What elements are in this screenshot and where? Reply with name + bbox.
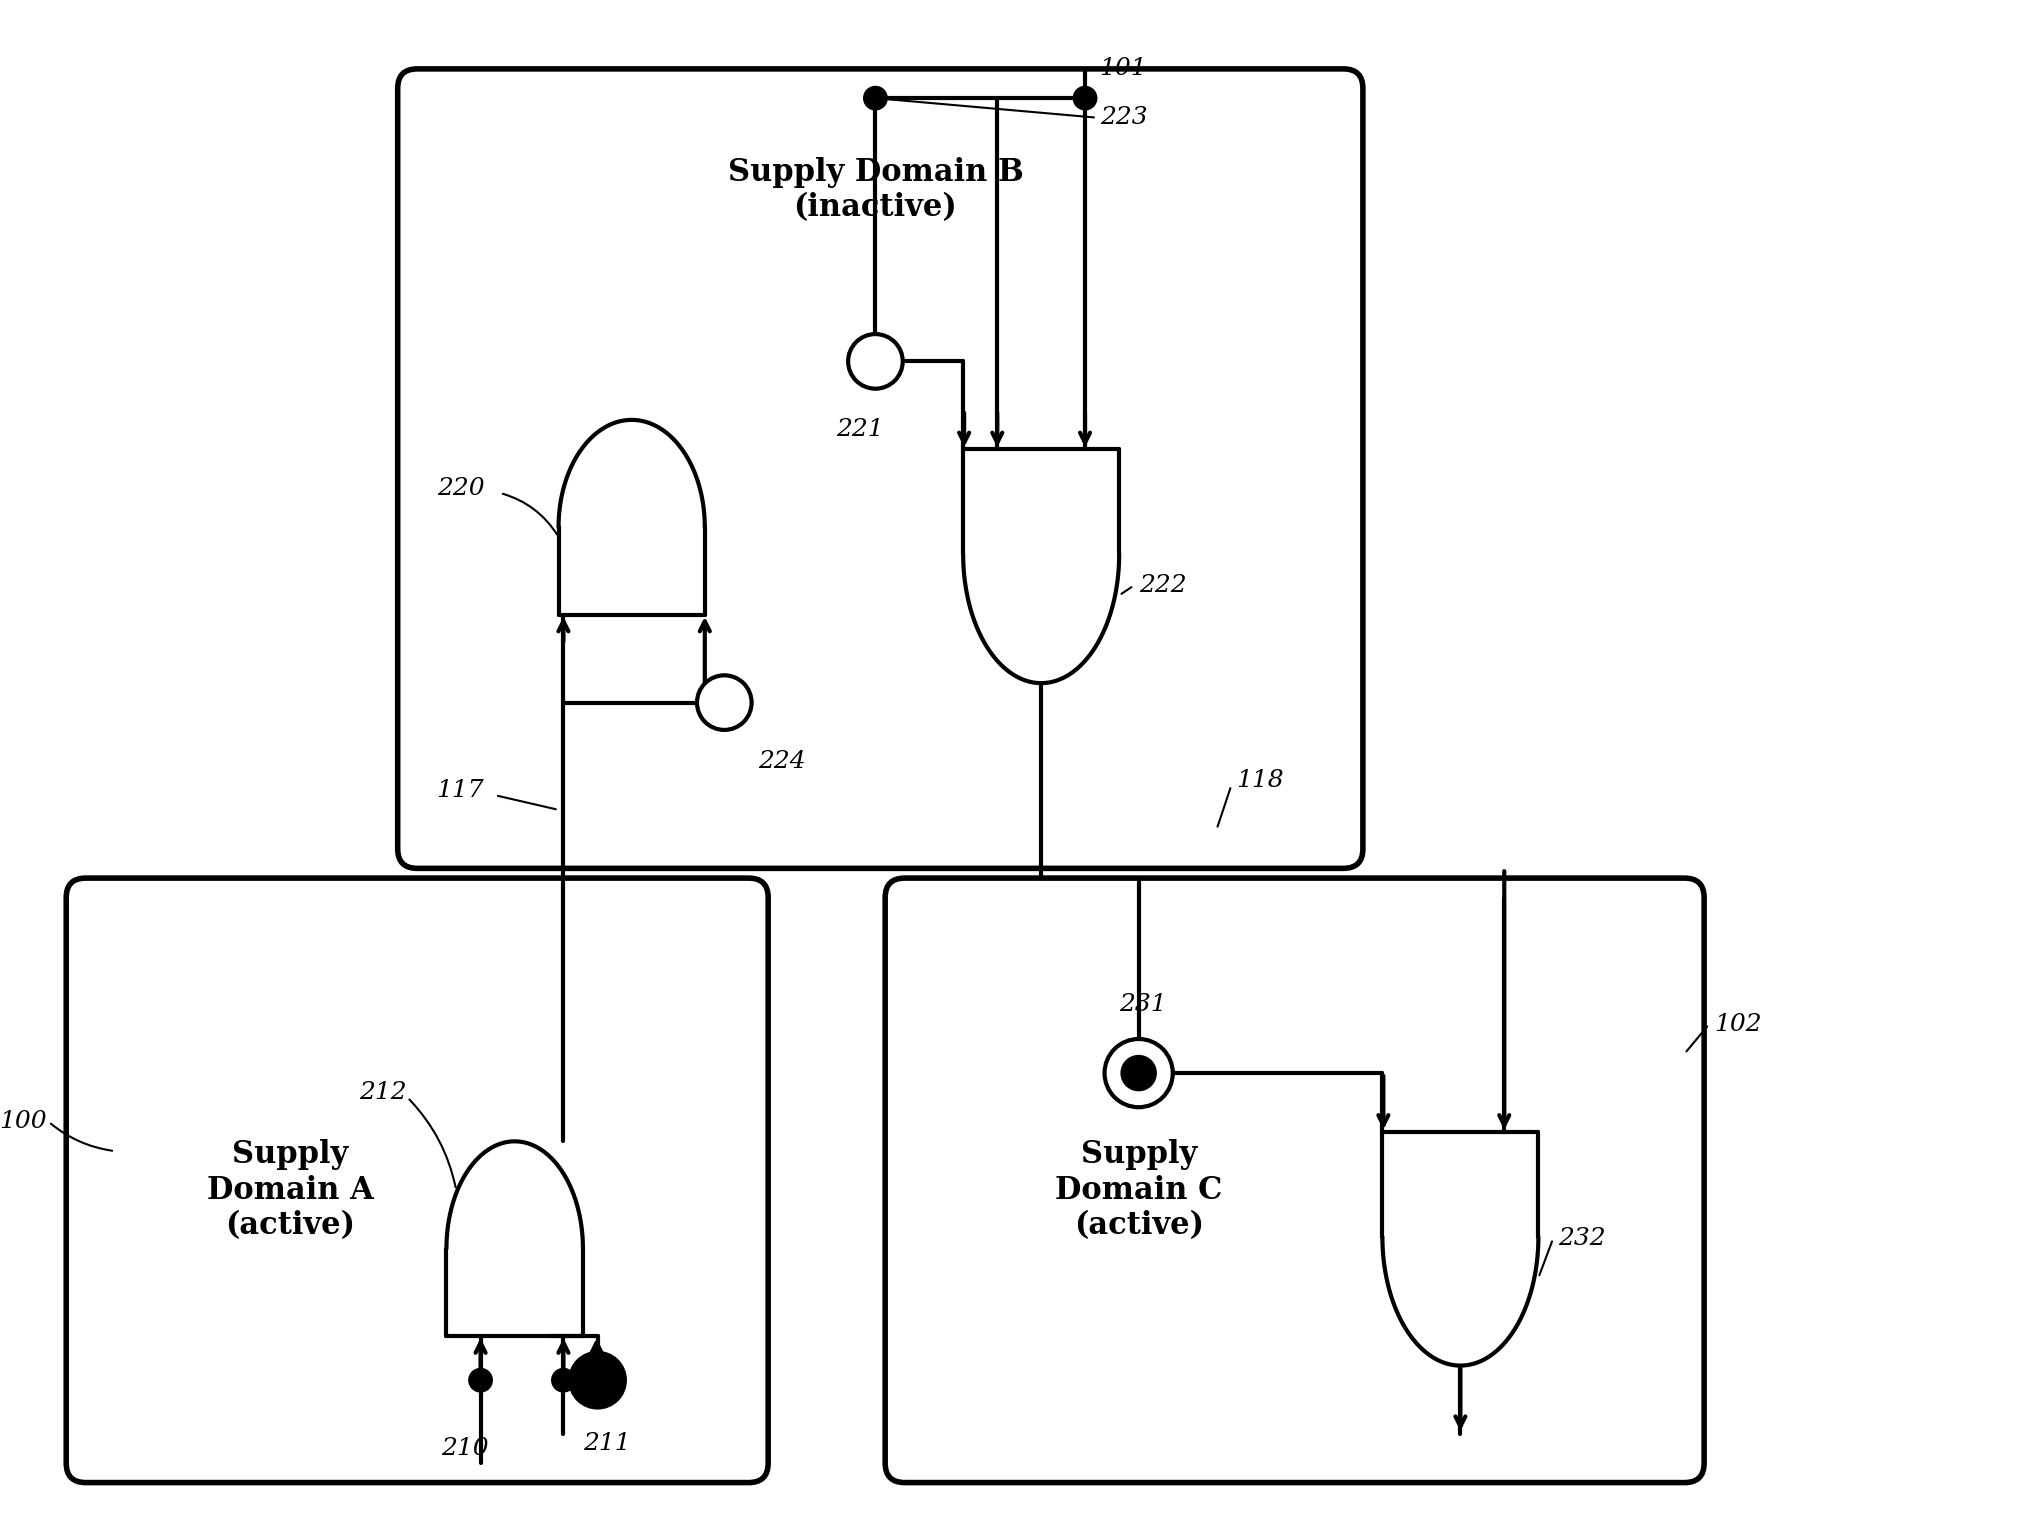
Circle shape: [570, 1353, 625, 1407]
Text: 117: 117: [436, 779, 483, 802]
Text: 100: 100: [0, 1110, 47, 1133]
Text: 101: 101: [1098, 57, 1147, 81]
Circle shape: [1121, 1055, 1155, 1090]
Circle shape: [849, 334, 901, 389]
Text: Supply Domain B
(inactive): Supply Domain B (inactive): [727, 156, 1023, 224]
Text: 210: 210: [441, 1438, 489, 1461]
Text: 231: 231: [1119, 994, 1165, 1017]
Text: 223: 223: [1098, 106, 1147, 129]
Text: 102: 102: [1713, 1014, 1760, 1036]
Polygon shape: [962, 554, 1119, 683]
Text: 232: 232: [1557, 1228, 1606, 1251]
Text: 221: 221: [836, 418, 883, 441]
Text: 220: 220: [436, 476, 483, 499]
Circle shape: [696, 675, 751, 730]
Polygon shape: [447, 1141, 583, 1249]
Text: 224: 224: [757, 750, 806, 773]
Polygon shape: [558, 419, 704, 527]
Circle shape: [469, 1369, 491, 1392]
FancyBboxPatch shape: [67, 879, 767, 1482]
Circle shape: [1072, 86, 1096, 110]
Circle shape: [552, 1369, 574, 1392]
Text: 212: 212: [359, 1081, 406, 1104]
Text: Supply
Domain C
(active): Supply Domain C (active): [1054, 1139, 1222, 1242]
Circle shape: [863, 86, 887, 110]
Text: 211: 211: [583, 1431, 629, 1454]
FancyBboxPatch shape: [398, 69, 1362, 868]
Text: 222: 222: [1139, 574, 1186, 597]
Text: Supply
Domain A
(active): Supply Domain A (active): [207, 1139, 374, 1242]
Text: 118: 118: [1236, 769, 1283, 792]
FancyBboxPatch shape: [885, 879, 1703, 1482]
Circle shape: [1104, 1040, 1171, 1107]
Polygon shape: [1382, 1237, 1537, 1366]
